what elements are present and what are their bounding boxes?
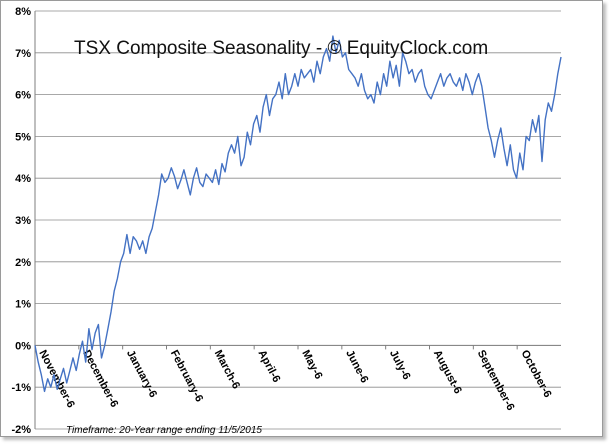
x-tick-label: April-6 bbox=[256, 348, 283, 384]
y-tick-label: 8% bbox=[15, 6, 31, 18]
x-axis: November-6 December-6 January-6 February-6 M… bbox=[34, 345, 554, 413]
x-tick-label: June-6 bbox=[343, 348, 370, 385]
y-tick-label: 0% bbox=[15, 340, 31, 352]
chart-frame: -2% -1% 0% 1% 2% 3% 4% 5% 6% 7% 8% November-6 Decem… bbox=[0, 0, 603, 437]
y-tick-label: -2% bbox=[11, 424, 31, 436]
y-tick-label: 1% bbox=[15, 299, 31, 311]
y-tick-label: 7% bbox=[15, 48, 31, 60]
x-tick-label: September-6 bbox=[475, 348, 517, 412]
x-tick-label: March-6 bbox=[212, 348, 242, 391]
y-tick-label: 2% bbox=[15, 257, 31, 269]
y-tick-label: 6% bbox=[15, 90, 31, 102]
y-axis: -2% -1% 0% 1% 2% 3% 4% 5% 6% 7% 8% bbox=[11, 6, 31, 436]
x-tick-label: August-6 bbox=[431, 348, 464, 396]
y-tick-label: 3% bbox=[15, 215, 31, 227]
chart-title: TSX Composite Seasonality - © EquityCloc… bbox=[74, 38, 488, 59]
series-line bbox=[34, 35, 562, 393]
chart-footnote: Timeframe: 20-Year range ending 11/5/201… bbox=[66, 425, 262, 436]
x-tick-label: May-6 bbox=[299, 348, 324, 381]
x-tick-label: October-6 bbox=[519, 348, 554, 400]
y-tick-label: 5% bbox=[15, 131, 31, 143]
x-tick-label: July-6 bbox=[387, 348, 413, 382]
x-tick-label: January-6 bbox=[124, 348, 159, 400]
x-tick-label: February-6 bbox=[168, 348, 205, 404]
y-tick-label: -1% bbox=[11, 382, 31, 394]
y-tick-label: 4% bbox=[15, 173, 31, 185]
